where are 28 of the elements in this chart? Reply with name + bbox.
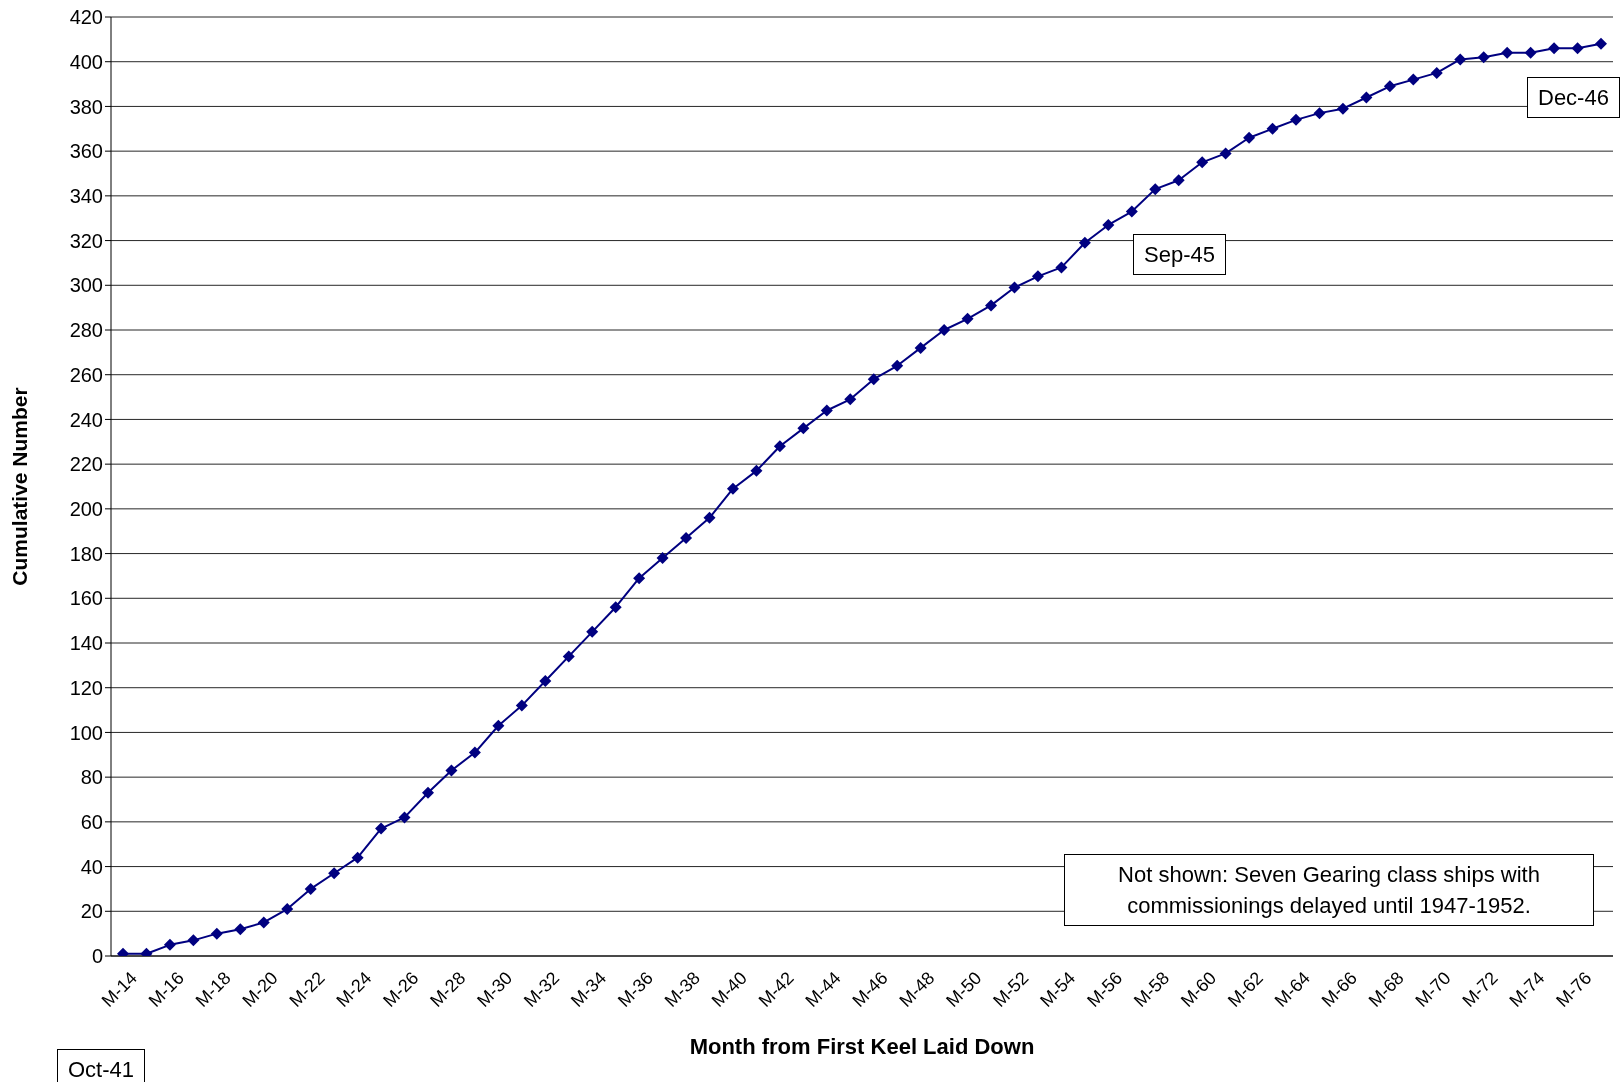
y-tick-label: 260: [69, 363, 103, 386]
y-tick-label: 220: [69, 453, 103, 476]
note-box: Dec-46: [1527, 77, 1620, 118]
y-tick-label: 240: [69, 408, 103, 431]
y-tick-label: 160: [69, 587, 103, 610]
y-tick-label: 0: [91, 945, 103, 968]
y-tick-label: 280: [69, 319, 103, 342]
y-tick-label: 340: [69, 184, 103, 207]
note-box: Sep-45: [1133, 234, 1226, 275]
y-tick-label: 40: [80, 855, 103, 878]
y-tick-label: 80: [80, 766, 103, 789]
y-tick-label: 180: [69, 542, 103, 565]
y-tick-label: 400: [69, 50, 103, 73]
y-tick-label: 420: [69, 6, 103, 29]
y-tick-label: 320: [69, 229, 103, 252]
y-tick-label: 60: [80, 810, 103, 833]
x-axis-title: Month from First Keel Laid Down: [689, 1034, 1035, 1059]
y-tick-label: 140: [69, 632, 103, 655]
y-tick-label: 20: [80, 900, 103, 923]
note-box: Not shown: Seven Gearing class ships with commissionings delayed until 1947-1952.: [1064, 854, 1594, 926]
y-tick-label: 380: [69, 95, 103, 118]
y-tick-label: 100: [69, 721, 103, 744]
note-box: Oct-41: [57, 1049, 146, 1082]
y-tick-label: 120: [69, 676, 103, 699]
y-tick-label: 360: [69, 140, 103, 163]
y-axis-title: Cumulative Number: [8, 387, 32, 586]
y-tick-label: 300: [69, 274, 103, 297]
y-tick-label: 200: [69, 497, 103, 520]
